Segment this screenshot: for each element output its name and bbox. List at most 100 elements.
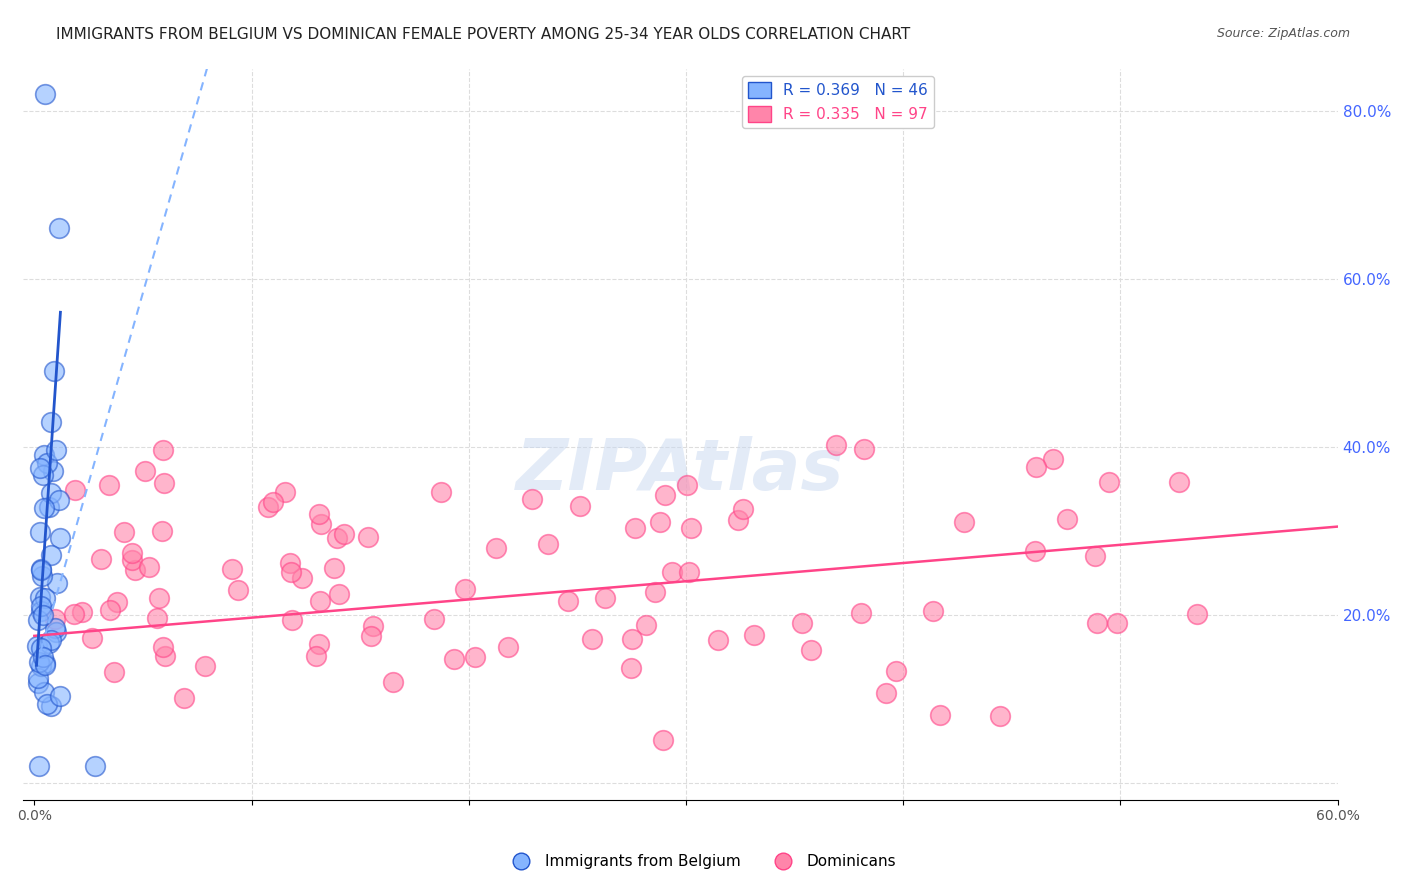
Immigrants from Belgium [27,676,49,690]
Text: IMMIGRANTS FROM BELGIUM VS DOMINICAN FEMALE POVERTY AMONG 25-34 YEAR OLDS CORREL: IMMIGRANTS FROM BELGIUM VS DOMINICAN FEM… [56,27,911,42]
Dominicans [443,652,465,666]
Immigrants from Belgium [28,759,51,773]
Immigrants from Belgium [39,415,62,429]
Immigrants from Belgium [39,485,62,500]
Dominicans [884,665,907,679]
Dominicans [121,552,143,566]
Dominicans [485,541,508,555]
Immigrants from Belgium [42,364,65,378]
Immigrants from Belgium [30,562,52,576]
Immigrants from Belgium [34,658,56,673]
Dominicans [678,565,700,579]
Dominicans [849,606,872,620]
Immigrants from Belgium [38,636,60,650]
Legend: R = 0.369   N = 46, R = 0.335   N = 97: R = 0.369 N = 46, R = 0.335 N = 97 [742,76,935,128]
Dominicans [332,527,354,541]
Dominicans [281,613,304,627]
Dominicans [624,521,647,535]
Text: Source: ZipAtlas.com: Source: ZipAtlas.com [1216,27,1350,40]
Dominicans [278,556,301,570]
Immigrants from Belgium [30,599,52,614]
Immigrants from Belgium [30,563,52,577]
Dominicans [636,617,658,632]
Immigrants from Belgium [48,221,70,235]
Dominicans [496,640,519,655]
Immigrants from Belgium [32,649,55,664]
Dominicans [80,631,103,645]
Immigrants from Belgium [32,468,55,483]
Dominicans [1085,615,1108,630]
Immigrants from Belgium [34,591,56,605]
Dominicans [648,515,671,529]
Dominicans [121,546,143,560]
Dominicans [134,464,156,478]
Immigrants from Belgium [31,569,53,583]
Dominicans [654,488,676,502]
Dominicans [90,552,112,566]
Dominicans [63,483,86,497]
Immigrants from Belgium [30,604,52,618]
Dominicans [520,492,543,507]
Dominicans [790,616,813,631]
Dominicans [706,633,728,648]
Dominicans [1185,607,1208,622]
Dominicans [146,610,169,624]
Immigrants from Belgium [45,443,67,458]
Dominicans [661,565,683,579]
Immigrants from Belgium [30,591,52,605]
Dominicans [262,495,284,509]
Dominicans [875,686,897,700]
Dominicans [581,632,603,646]
Dominicans [430,484,453,499]
Dominicans [124,562,146,576]
Dominicans [112,525,135,540]
Immigrants from Belgium [28,655,51,669]
Legend: Immigrants from Belgium, Dominicans: Immigrants from Belgium, Dominicans [503,848,903,875]
Immigrants from Belgium [44,621,66,635]
Dominicans [928,708,950,723]
Dominicans [1084,549,1107,563]
Text: ZIPAtlas: ZIPAtlas [516,436,845,505]
Dominicans [569,499,592,513]
Immigrants from Belgium [48,531,70,545]
Dominicans [360,629,382,643]
Immigrants from Belgium [48,492,70,507]
Dominicans [1105,616,1128,631]
Dominicans [922,604,945,618]
Immigrants from Belgium [32,448,55,462]
Dominicans [152,524,174,538]
Dominicans [323,561,346,575]
Dominicans [852,442,875,456]
Dominicans [651,733,673,747]
Dominicans [291,570,314,584]
Dominicans [357,529,380,543]
Dominicans [153,476,176,491]
Dominicans [280,566,302,580]
Immigrants from Belgium [30,659,52,673]
Immigrants from Belgium [32,607,55,622]
Dominicans [1024,544,1046,558]
Immigrants from Belgium [39,699,62,714]
Dominicans [952,515,974,529]
Immigrants from Belgium [32,501,55,516]
Dominicans [620,660,643,674]
Dominicans [305,649,328,664]
Dominicans [620,632,643,646]
Dominicans [464,649,486,664]
Dominicans [454,582,477,596]
Dominicans [361,619,384,633]
Dominicans [98,478,121,492]
Immigrants from Belgium [46,575,69,590]
Dominicans [194,659,217,673]
Immigrants from Belgium [32,685,55,699]
Dominicans [679,521,702,535]
Dominicans [727,513,749,527]
Dominicans [309,593,332,607]
Dominicans [326,532,349,546]
Dominicans [103,665,125,680]
Dominicans [152,442,174,457]
Immigrants from Belgium [48,689,70,703]
Immigrants from Belgium [39,633,62,648]
Dominicans [98,602,121,616]
Immigrants from Belgium [38,500,60,515]
